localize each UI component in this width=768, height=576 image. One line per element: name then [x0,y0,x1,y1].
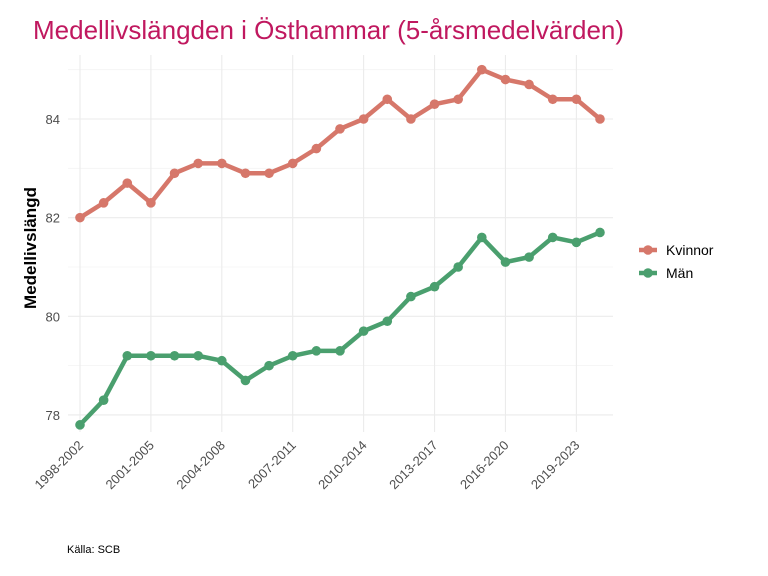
data-point [287,350,298,361]
data-point [406,114,416,124]
data-point [595,227,605,238]
x-tick-label: 2010-2014 [315,438,370,493]
data-point [571,237,582,248]
data-point [595,114,605,124]
data-point [429,281,440,292]
y-tick-label: 80 [46,309,60,324]
legend-item: Kvinnor [639,242,714,258]
grid [68,55,613,432]
data-point [146,350,156,361]
y-tick-label: 84 [46,112,60,127]
data-point [217,355,227,366]
series-line [78,230,601,427]
data-point [75,212,85,223]
legend-label: Kvinnor [666,242,714,258]
data-point [122,178,133,188]
data-point [524,252,534,262]
caption: Källa: SCB [67,544,120,556]
series-line [78,67,602,220]
data-point [571,94,582,105]
data-point [547,232,558,243]
x-tick-label: 2013-2017 [386,438,441,493]
data-point [335,346,345,356]
data-point [358,114,369,124]
data-point [169,168,180,179]
chart-title: Medellivslängden i Östhammar (5-årsmedel… [33,15,624,45]
series-kvinnor [75,64,605,223]
x-tick-label: 2004-2008 [173,438,228,493]
data-point [500,257,511,267]
y-axis: 78 80 82 84 [46,112,60,423]
data-point [311,346,322,356]
data-point [524,79,534,90]
data-point [453,262,463,272]
y-axis-label: Medellivslängd [21,187,40,309]
x-tick-label: 2019-2023 [528,438,583,493]
x-tick-label: 1998-2002 [32,438,87,493]
data-point [453,94,463,105]
data-point [169,350,180,361]
data-point [122,350,133,361]
x-tick-label: 2007-2011 [245,438,299,492]
data-point [477,232,487,243]
legend-item: Män [639,265,693,281]
data-point [264,360,274,371]
x-tick-label: 2016-2020 [457,438,512,493]
data-point [193,350,203,361]
series-män [75,227,605,430]
data-point [500,74,511,85]
data-point [98,395,109,405]
legend-key-point [643,245,653,255]
data-point [217,158,227,169]
x-axis: 1998-2002 2001-2005 2004-2008 2007-2011 2010… [32,438,583,493]
legend-label: Män [666,265,693,281]
legend-key-point [643,268,653,278]
data-point [547,94,558,105]
y-tick-label: 78 [46,408,60,423]
data-point [406,291,416,302]
data-point [193,158,203,169]
data-point [335,124,345,134]
data-point [146,198,156,208]
data-point [311,143,322,154]
data-point [382,316,393,327]
data-point [382,94,393,105]
series-lines [75,64,605,430]
legend: Kvinnor Män [639,242,714,281]
data-point [264,168,274,179]
y-tick-label: 82 [46,211,60,226]
data-point [358,326,369,336]
x-tick-label: 2001-2005 [102,438,157,493]
data-point [477,64,487,75]
data-point [287,158,298,169]
data-point [240,168,251,179]
data-point [75,420,85,430]
data-point [240,375,251,386]
data-point [429,99,440,110]
data-point [98,198,109,208]
